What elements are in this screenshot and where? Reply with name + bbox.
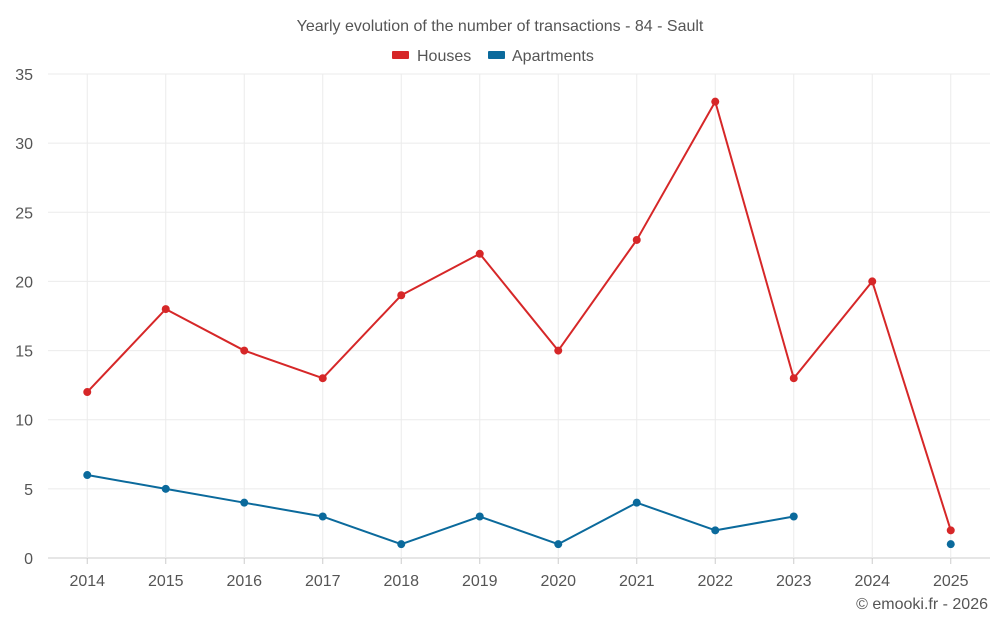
data-point-apartments[interactable] bbox=[161, 484, 170, 493]
x-tick-label: 2014 bbox=[69, 573, 105, 590]
series-line-houses bbox=[86, 100, 952, 531]
x-tick-label: 2018 bbox=[383, 573, 419, 590]
series-apartments bbox=[83, 471, 955, 549]
data-point-apartments[interactable] bbox=[789, 512, 798, 521]
y-axis: 0 5 10 15 20 25 30 35 bbox=[15, 67, 33, 568]
legend-item-houses[interactable]: Houses bbox=[392, 48, 471, 65]
x-tick-label: 2023 bbox=[776, 573, 812, 590]
x-tick-label: 2017 bbox=[305, 573, 341, 590]
x-tick-label: 2015 bbox=[148, 573, 184, 590]
data-point-apartments[interactable] bbox=[632, 498, 641, 507]
chart-title: Yearly evolution of the number of transa… bbox=[297, 18, 704, 35]
data-point-houses[interactable] bbox=[946, 526, 955, 535]
data-point-apartments[interactable] bbox=[711, 526, 720, 535]
x-axis: 2014 2015 2016 2017 2018 2019 2020 2021 2022 2023… bbox=[69, 558, 969, 590]
legend-label-houses: Houses bbox=[417, 48, 471, 65]
legend-item-apartments[interactable]: Apartments bbox=[488, 48, 594, 65]
x-tick-label: 2019 bbox=[462, 573, 498, 590]
x-tick-label: 2024 bbox=[854, 573, 890, 590]
legend-swatch-houses bbox=[392, 51, 409, 59]
legend-label-apartments: Apartments bbox=[512, 48, 594, 65]
x-tick-label: 2021 bbox=[619, 573, 655, 590]
y-tick-label: 20 bbox=[15, 274, 33, 291]
data-point-apartments[interactable] bbox=[554, 540, 563, 549]
data-point-houses[interactable] bbox=[397, 291, 406, 300]
y-tick-label: 35 bbox=[15, 67, 33, 84]
data-point-apartments[interactable] bbox=[397, 540, 406, 549]
data-point-houses[interactable] bbox=[711, 97, 720, 106]
x-tick-label: 2022 bbox=[697, 573, 733, 590]
series-houses bbox=[83, 97, 955, 535]
x-tick-label: 2020 bbox=[540, 573, 576, 590]
data-point-apartments[interactable] bbox=[318, 512, 327, 521]
series-line-apartments bbox=[87, 474, 794, 546]
series-group bbox=[83, 97, 955, 549]
data-point-houses[interactable] bbox=[475, 249, 484, 258]
data-point-apartments[interactable] bbox=[475, 512, 484, 521]
x-tick-label: 2016 bbox=[226, 573, 262, 590]
data-point-houses[interactable] bbox=[318, 374, 327, 383]
y-tick-label: 30 bbox=[15, 136, 33, 153]
data-point-apartments[interactable] bbox=[240, 498, 249, 507]
data-point-houses[interactable] bbox=[554, 346, 563, 355]
y-tick-label: 0 bbox=[24, 551, 33, 568]
legend: Houses Apartments bbox=[392, 48, 594, 65]
data-point-apartments[interactable] bbox=[83, 471, 92, 480]
y-tick-label: 25 bbox=[15, 205, 33, 222]
y-tick-label: 5 bbox=[24, 482, 33, 499]
data-point-houses[interactable] bbox=[868, 277, 877, 286]
credit-text: © emooki.fr - 2026 bbox=[856, 596, 988, 613]
grid bbox=[48, 73, 990, 559]
data-point-apartments[interactable] bbox=[946, 540, 955, 549]
y-tick-label: 15 bbox=[15, 344, 33, 361]
data-point-houses[interactable] bbox=[83, 388, 92, 397]
y-tick-label: 10 bbox=[15, 413, 33, 430]
data-point-houses[interactable] bbox=[632, 235, 641, 244]
data-point-houses[interactable] bbox=[789, 374, 798, 383]
data-point-houses[interactable] bbox=[240, 346, 249, 355]
legend-swatch-apartments bbox=[488, 51, 505, 59]
x-tick-label: 2025 bbox=[933, 573, 969, 590]
data-point-houses[interactable] bbox=[161, 305, 170, 314]
